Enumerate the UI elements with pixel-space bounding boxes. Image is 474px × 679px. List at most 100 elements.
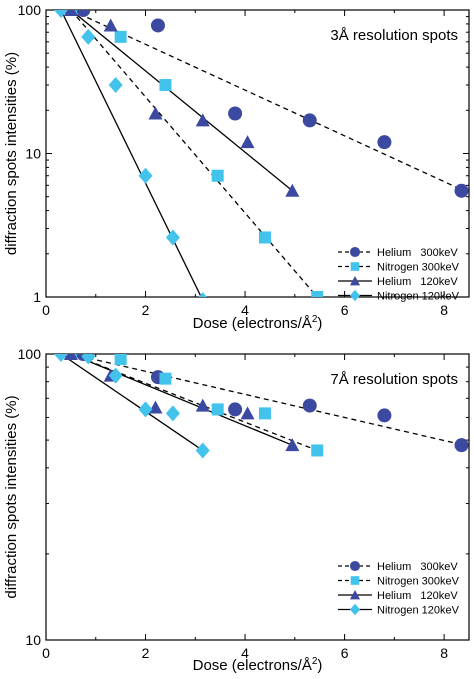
data-point-series-3 <box>138 401 153 418</box>
chart-title: 3Å resolution spots <box>330 27 458 44</box>
y-axis-label: diffraction spots intensities (%) <box>3 395 20 598</box>
x-tick-label: 8 <box>440 645 448 661</box>
fit-line-series-3 <box>60 10 202 297</box>
x-tick-label: 4 <box>241 645 249 661</box>
x-tick-label: 0 <box>42 645 50 661</box>
data-point-series-0 <box>454 438 469 453</box>
data-point-series-0 <box>76 10 91 17</box>
legend-marker-series-1 <box>350 576 360 585</box>
x-axis-label-superscript: 2 <box>312 656 318 667</box>
data-point-series-3 <box>108 367 123 384</box>
fit-line-series-0 <box>70 354 465 446</box>
legend-marker-series-3 <box>349 289 361 302</box>
x-axis-label-close: ) <box>317 657 322 674</box>
data-point-series-2 <box>240 135 255 149</box>
x-axis-label-text: Dose (electrons/Å <box>193 657 312 674</box>
data-point-series-3 <box>165 229 180 246</box>
legend-marker-series-2 <box>349 275 361 286</box>
legend-label-series-2: Helium 120keV <box>377 590 458 602</box>
data-point-series-3 <box>138 167 153 184</box>
legend-marker-series-1 <box>350 262 360 271</box>
legend-marker-series-0 <box>349 246 361 258</box>
legend-label-series-2: Helium 120keV <box>377 276 458 288</box>
y-tick-label: 100 <box>18 346 42 362</box>
y-axis-label: diffraction spots intensities (%) <box>3 52 20 255</box>
data-point-series-0 <box>228 402 243 417</box>
data-point-series-1 <box>211 403 224 416</box>
x-axis-label-text: Dose (electrons/Å <box>193 315 312 332</box>
data-point-series-1 <box>159 79 172 92</box>
data-point-series-2 <box>240 406 255 420</box>
fit-line-series-2 <box>70 354 293 446</box>
data-point-series-0 <box>454 183 469 198</box>
data-layer <box>53 10 469 297</box>
fit-line-series-1 <box>70 354 318 452</box>
legend-label-series-3: Nitrogen 120keV <box>377 605 460 617</box>
data-point-series-3 <box>198 292 207 297</box>
x-tick-label: 6 <box>341 302 349 318</box>
data-point-series-0 <box>302 113 317 128</box>
fit-line-series-3 <box>60 354 204 451</box>
legend-label-series-0: Helium 300keV <box>377 561 458 573</box>
y-tick-label: 1 <box>33 289 41 305</box>
data-point-series-0 <box>302 398 317 413</box>
data-point-series-0 <box>150 18 165 33</box>
x-tick-label: 6 <box>341 645 349 661</box>
data-point-series-2 <box>148 400 163 414</box>
data-point-series-1 <box>311 291 324 297</box>
data-point-series-2 <box>285 438 300 452</box>
plot-frame <box>45 353 470 641</box>
y-tick-label: 10 <box>25 146 41 162</box>
data-point-series-3 <box>108 77 123 94</box>
chart-title: 7Å resolution spots <box>330 371 458 388</box>
data-point-series-2 <box>103 18 118 32</box>
data-point-series-0 <box>228 106 243 121</box>
x-axis-label-close: ) <box>317 315 322 332</box>
x-axis-label: Dose (electrons/Å2) <box>193 656 323 674</box>
data-point-series-1 <box>211 169 224 182</box>
data-layer <box>53 354 469 459</box>
data-point-series-3 <box>81 354 96 365</box>
legend-label-series-0: Helium 300keV <box>377 247 458 259</box>
data-point-series-0 <box>377 408 392 423</box>
data-point-series-2 <box>63 354 78 360</box>
legend-marker-series-3 <box>349 603 361 616</box>
y-tick-label: 10 <box>25 632 41 648</box>
fit-line-series-2 <box>70 10 293 192</box>
data-point-series-2 <box>195 398 210 412</box>
x-tick-label: 2 <box>142 645 150 661</box>
data-point-series-1 <box>114 354 127 366</box>
x-tick-label: 4 <box>241 302 249 318</box>
legend-label-series-3: Nitrogen 120keV <box>377 291 460 303</box>
y-tick-label: 100 <box>18 2 42 18</box>
data-point-series-1 <box>114 30 127 43</box>
data-point-series-2 <box>63 10 78 16</box>
fit-line-series-0 <box>70 10 465 192</box>
data-point-series-1 <box>311 444 324 457</box>
data-point-series-3 <box>53 10 68 18</box>
x-axis-label: Dose (electrons/Å2) <box>193 314 323 332</box>
x-tick-label: 2 <box>142 302 150 318</box>
fit-line-series-1 <box>70 10 318 297</box>
x-tick-label: 0 <box>42 302 50 318</box>
data-point-series-3 <box>53 354 68 362</box>
data-point-series-3 <box>165 405 180 422</box>
legend-label-series-1: Nitrogen 300keV <box>377 576 460 588</box>
legend-marker-series-2 <box>349 589 361 600</box>
data-point-series-3 <box>81 28 96 45</box>
data-point-series-2 <box>148 106 163 120</box>
x-axis-label-superscript: 2 <box>312 314 318 325</box>
legend-marker-series-0 <box>349 560 361 572</box>
data-point-series-2 <box>195 113 210 127</box>
data-point-series-3 <box>195 442 210 459</box>
data-point-series-0 <box>377 135 392 150</box>
data-point-series-1 <box>258 407 271 420</box>
data-point-series-1 <box>159 372 172 385</box>
legend-label-series-1: Nitrogen 300keV <box>377 262 460 274</box>
x-tick-label: 8 <box>440 302 448 318</box>
data-point-series-2 <box>285 183 300 197</box>
data-point-series-1 <box>258 231 271 244</box>
